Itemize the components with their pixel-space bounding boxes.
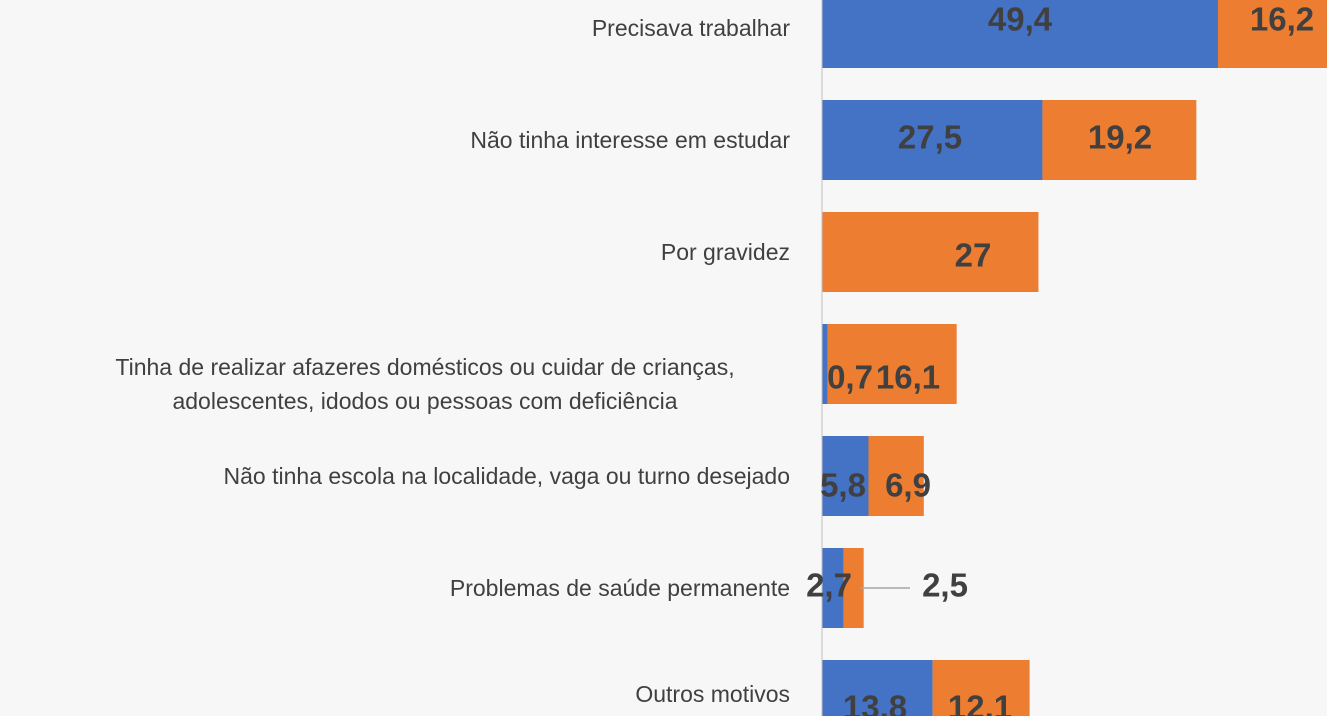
category-label: Tinha de realizar afazeres domésticos ou… bbox=[115, 354, 735, 414]
value-label: 27,5 bbox=[898, 119, 962, 156]
category-label: Não tinha escola na localidade, vaga ou … bbox=[223, 463, 790, 489]
value-label: 16,2 bbox=[1250, 1, 1314, 38]
value-label: 5,8 bbox=[820, 467, 866, 504]
value-label: 49,4 bbox=[988, 1, 1053, 38]
bar-segment bbox=[822, 660, 933, 716]
bar-segment bbox=[822, 548, 844, 628]
bar-segment bbox=[1217, 0, 1327, 68]
bar-segment bbox=[868, 436, 924, 516]
value-label: 13,8 bbox=[843, 689, 907, 716]
bar-segment bbox=[822, 436, 869, 516]
category-label: Precisava trabalhar bbox=[591, 15, 790, 41]
value-label: 16,1 bbox=[876, 359, 940, 396]
category-label: Não tinha interesse em estudar bbox=[470, 127, 790, 153]
category-label: Problemas de saúde permanente bbox=[449, 575, 790, 601]
value-label: 2,5 bbox=[922, 567, 968, 604]
value-label: 6,9 bbox=[885, 467, 931, 504]
category-label: Por gravidez bbox=[660, 239, 790, 265]
value-label: 19,2 bbox=[1088, 119, 1152, 156]
bar-segment bbox=[822, 100, 1043, 180]
value-label: 27 bbox=[955, 237, 992, 274]
bar-segment bbox=[822, 0, 1218, 68]
bar-segment bbox=[827, 324, 957, 404]
bar-segment bbox=[1042, 100, 1197, 180]
value-label: 12,1 bbox=[948, 689, 1012, 716]
bar-segment bbox=[843, 548, 864, 628]
bar-segment bbox=[822, 324, 828, 404]
value-label: 2,7 bbox=[806, 567, 852, 604]
value-label: 0,7 bbox=[827, 359, 873, 396]
bar-segment bbox=[822, 212, 1039, 292]
category-label: Outros motivos bbox=[635, 681, 790, 707]
bar-segment bbox=[932, 660, 1030, 716]
